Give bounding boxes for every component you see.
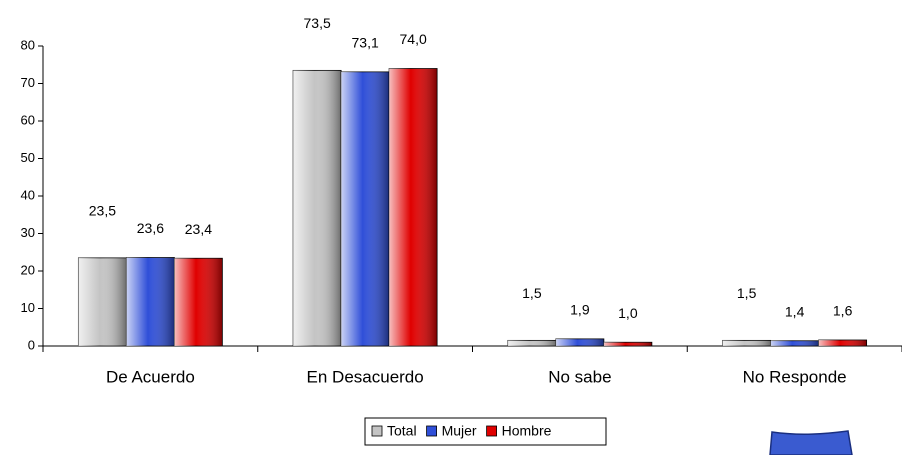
y-tick-label: 70: [21, 75, 35, 90]
bar-shade: [818, 340, 867, 346]
legend-label: Hombre: [502, 423, 552, 439]
y-tick-label: 0: [28, 337, 35, 352]
value-label: 1,6: [833, 303, 853, 319]
bar-shade: [126, 257, 175, 346]
legend-swatch: [486, 425, 497, 437]
y-tick-label: 30: [21, 225, 35, 240]
bar-shade: [603, 342, 652, 346]
y-tick-label: 80: [21, 37, 35, 52]
x-tick-label: No sabe: [548, 367, 611, 386]
value-label: 23,5: [89, 203, 116, 219]
value-label: 23,4: [185, 221, 212, 237]
legend-label: Mujer: [442, 423, 477, 439]
bar-shade: [507, 340, 556, 346]
decorative-shape: [769, 430, 853, 455]
value-label: 1,9: [570, 302, 590, 318]
x-tick-label: No Responde: [743, 367, 847, 386]
value-label: 1,4: [785, 303, 805, 319]
value-label: 73,5: [304, 15, 331, 31]
bar-shade: [293, 70, 342, 346]
bar-shade: [722, 340, 771, 346]
legend-swatch: [426, 425, 437, 437]
value-label: 74,0: [400, 31, 427, 47]
value-label: 73,1: [352, 35, 379, 51]
y-tick-label: 50: [21, 150, 35, 165]
bar-shade: [78, 257, 127, 346]
value-label: 1,5: [522, 285, 542, 301]
y-tick-label: 20: [21, 262, 35, 277]
value-label: 1,0: [618, 305, 638, 321]
legend-label: Total: [387, 423, 417, 439]
legend-swatch: [371, 425, 383, 437]
x-tick-label: De Acuerdo: [106, 367, 195, 386]
bar-shade: [770, 340, 819, 346]
x-tick-label: En Desacuerdo: [307, 367, 424, 386]
bar-shade: [389, 68, 438, 346]
value-label: 1,5: [737, 285, 757, 301]
bar-shade: [555, 338, 604, 346]
y-tick-label: 60: [21, 112, 35, 127]
legend-box: [364, 417, 607, 446]
bar-shade: [341, 71, 390, 346]
bar-shade: [174, 258, 223, 346]
y-tick-label: 10: [21, 300, 35, 315]
value-label: 23,6: [137, 220, 164, 236]
y-tick-label: 40: [21, 187, 35, 202]
